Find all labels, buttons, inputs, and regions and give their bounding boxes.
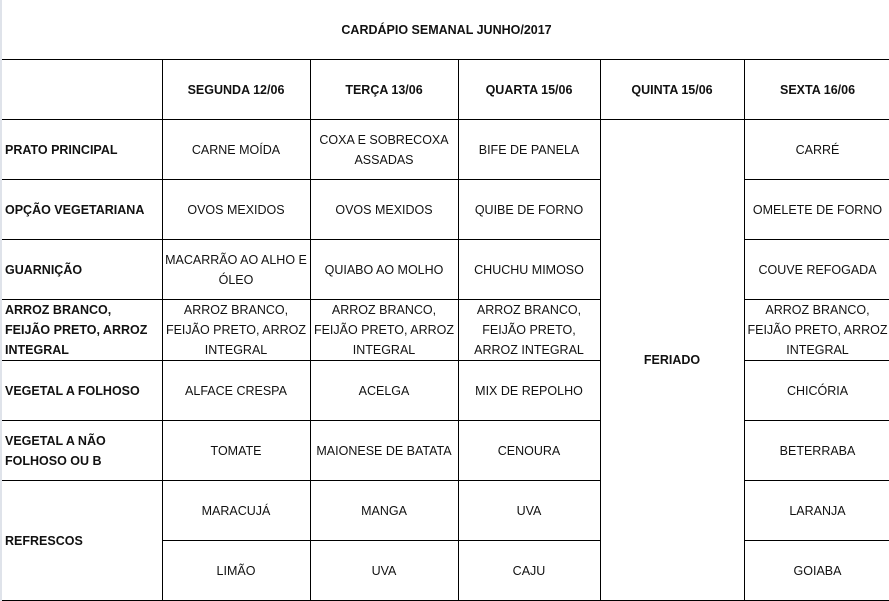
menu-cell: OVOS MEXIDOS (309, 179, 459, 240)
menu-cell: MAIONESE DE BATATA (309, 420, 459, 481)
menu-cell: MIX DE REPOLHO (457, 360, 601, 421)
menu-cell: CAJU (457, 540, 601, 601)
menu-cell: BETERRABA (743, 420, 889, 481)
table-row: LIMÃO UVA CAJU GOIABA (2, 540, 889, 601)
table-row: VEGETAL A FOLHOSO ALFACE CRESPA ACELGA MIX … (2, 360, 889, 421)
menu-cell: LIMÃO (161, 540, 311, 601)
row-label: GUARNIÇÃO (2, 239, 163, 300)
row-label: OPÇÃO VEGETARIANA (2, 179, 163, 240)
menu-cell: COUVE REFOGADA (743, 239, 889, 300)
menu-cell: CHUCHU MIMOSO (457, 239, 601, 300)
table-row: GUARNIÇÃO MACARRÃO AO ALHO E ÓLEO QUIABO A… (2, 239, 889, 300)
header-monday: SEGUNDA 12/06 (161, 59, 311, 120)
menu-cell: MACARRÃO AO ALHO E ÓLEO (161, 239, 311, 300)
menu-cell: BIFE DE PANELA (457, 119, 601, 180)
header-cell-empty (2, 59, 163, 120)
menu-cell: CHICÓRIA (743, 360, 889, 421)
menu-cell: COXA E SOBRECOXA ASSADAS (309, 119, 459, 180)
header-tuesday: TERÇA 13/06 (309, 59, 459, 120)
table-row: ARROZ BRANCO, FEIJÃO PRETO, ARROZ INTEGR… (2, 299, 889, 361)
header-friday: SEXTA 16/06 (743, 59, 889, 120)
menu-cell: ACELGA (309, 360, 459, 421)
menu-cell: ARROZ BRANCO, FEIJÃO PRETO, ARROZ INTEGR… (457, 299, 601, 361)
menu-cell: OVOS MEXIDOS (161, 179, 311, 240)
menu-cell: ARROZ BRANCO, FEIJÃO PRETO, ARROZ INTEGR… (743, 299, 889, 361)
header-thursday: QUINTA 15/06 (599, 59, 745, 120)
menu-cell: MANGA (309, 480, 459, 541)
table-title: CARDÁPIO SEMANAL JUNHO/2017 (2, 0, 889, 60)
menu-cell: CENOURA (457, 420, 601, 481)
menu-cell: UVA (457, 480, 601, 541)
table-row: PRATO PRINCIPAL CARNE MOÍDA COXA E SOBRECO… (2, 119, 889, 601)
menu-cell: LARANJA (743, 480, 889, 541)
menu-cell: MARACUJÁ (161, 480, 311, 541)
menu-cell: CARNE MOÍDA (161, 119, 311, 180)
menu-cell: UVA (309, 540, 459, 601)
table-row: VEGETAL A NÃO FOLHOSO OU B TOMATE MAIONESE… (2, 420, 889, 481)
menu-cell: OMELETE DE FORNO (743, 179, 889, 240)
row-label: ARROZ BRANCO, FEIJÃO PRETO, ARROZ INTEGR… (2, 299, 163, 361)
menu-cell: ARROZ BRANCO, FEIJÃO PRETO, ARROZ INTEGR… (309, 299, 459, 361)
row-label: PRATO PRINCIPAL (2, 119, 163, 180)
menu-cell: ARROZ BRANCO, FEIJÃO PRETO, ARROZ INTEGR… (161, 299, 311, 361)
table-row: OPÇÃO VEGETARIANA OVOS MEXIDOS OVOS MEXIDO… (2, 179, 889, 240)
menu-cell: CARRÉ (743, 119, 889, 180)
header-wednesday: QUARTA 15/06 (457, 59, 601, 120)
header-row: SEGUNDA 12/06 TERÇA 13/06 QUARTA 15/06 Q… (2, 59, 889, 120)
menu-cell: QUIBE DE FORNO (457, 179, 601, 240)
table-row: REFRESCOS MARACUJÁ MANGA UVA LARANJA (2, 480, 889, 601)
menu-cell: GOIABA (743, 540, 889, 601)
menu-cell: ALFACE CRESPA (161, 360, 311, 421)
row-label: VEGETAL A FOLHOSO (2, 360, 163, 421)
menu-cell: TOMATE (161, 420, 311, 481)
holiday-cell: FERIADO (599, 119, 745, 601)
menu-cell: QUIABO AO MOLHO (309, 239, 459, 300)
row-label: VEGETAL A NÃO FOLHOSO OU B (2, 420, 163, 481)
row-label: REFRESCOS (2, 480, 163, 601)
